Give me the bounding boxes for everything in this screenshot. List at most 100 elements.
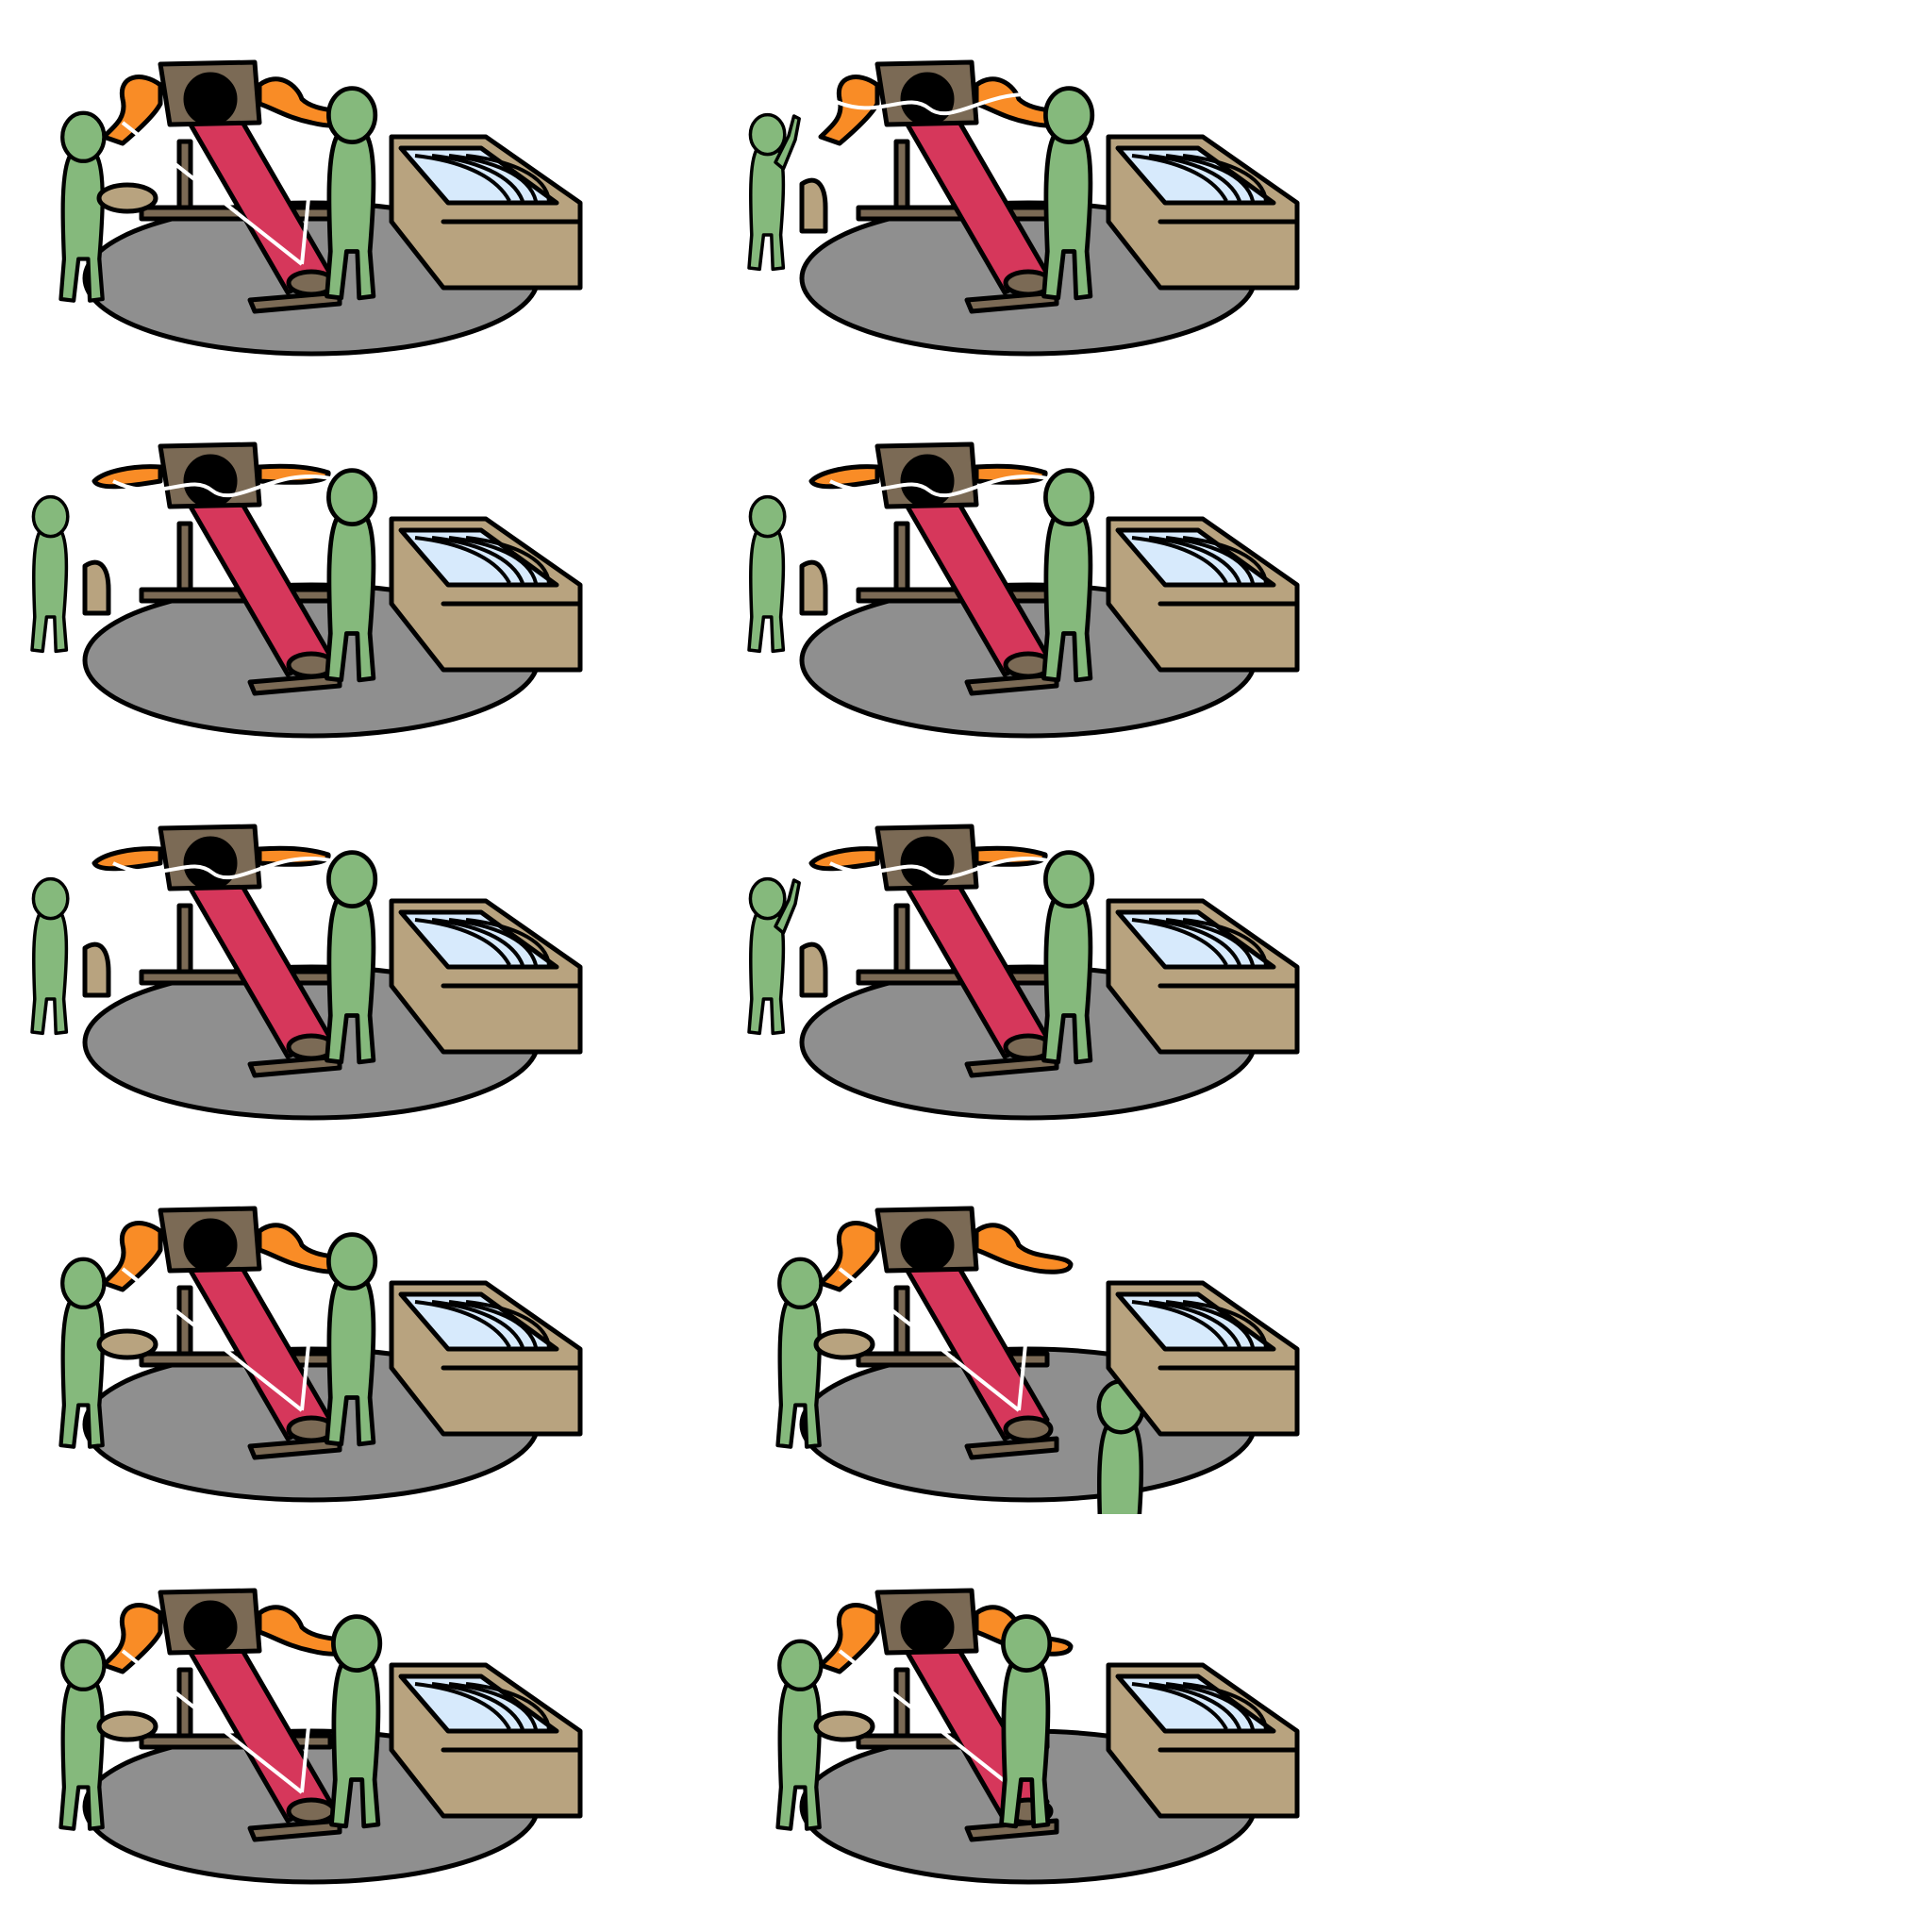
- crank-wheel: [96, 1328, 158, 1360]
- frame-post: [176, 1667, 193, 1739]
- worker-figure: [325, 468, 378, 683]
- brake-paddle: [82, 559, 111, 616]
- crossbar: [856, 587, 1050, 604]
- crate-blade-line: [465, 154, 551, 202]
- panel-1-art: [58, 59, 583, 357]
- panel-5: [28, 821, 745, 1132]
- barrel-mouth: [900, 836, 955, 891]
- worker-body: [1094, 1423, 1144, 1583]
- worker-head: [60, 110, 107, 163]
- crate-blade-line: [414, 1300, 511, 1348]
- worker-body: [1041, 514, 1093, 683]
- right-arm: [974, 845, 1048, 867]
- worker-figure: [775, 1639, 824, 1831]
- panel-6-art: [747, 824, 1300, 1121]
- barrel-mouth: [183, 454, 238, 508]
- spin-rope: [829, 92, 1048, 116]
- panel-8-art: [775, 1206, 1300, 1583]
- right-arm: [974, 1223, 1074, 1274]
- crate-blade-line: [414, 918, 511, 966]
- panel-4-art: [747, 441, 1300, 739]
- worker-figure: [30, 494, 70, 654]
- worker-body: [747, 911, 786, 1036]
- crate-blade-line: [431, 1300, 525, 1348]
- crate-blade-line: [1165, 918, 1255, 966]
- worker-figure: [1041, 86, 1095, 301]
- worker-body: [747, 529, 786, 654]
- frame-post: [893, 1285, 910, 1357]
- panel-3: [28, 439, 745, 750]
- worker-body: [1041, 132, 1093, 301]
- crate-blade-line: [1165, 154, 1255, 202]
- barrel-foot: [286, 1797, 337, 1825]
- crate-blade-line: [1165, 1300, 1255, 1348]
- crate-blade-line: [1148, 1682, 1241, 1730]
- panel-2-art: [747, 59, 1300, 357]
- crank-wheel: [813, 1328, 875, 1360]
- panel-6: [745, 821, 1462, 1132]
- worker-head: [331, 1614, 383, 1673]
- crank-wheel: [96, 182, 158, 214]
- frame-post: [176, 903, 193, 974]
- crate-blade-line: [448, 1682, 538, 1730]
- crate-blade-line: [1131, 918, 1228, 966]
- panel-9-art: [58, 1588, 583, 1885]
- barrel-mouth: [900, 1600, 955, 1655]
- worker-figure: [747, 112, 801, 272]
- worker-figure: [747, 494, 787, 654]
- panel-2: [745, 57, 1462, 368]
- spin-rope: [829, 475, 1048, 498]
- panel-7: [28, 1203, 745, 1514]
- barrel-mouth: [900, 72, 955, 126]
- panel-7-art: [58, 1206, 583, 1503]
- crate-blade-line: [1131, 1682, 1228, 1730]
- crate-blade-line: [448, 154, 538, 202]
- right-arm: [257, 463, 331, 485]
- brake-paddle: [82, 941, 111, 998]
- crate-blade-line: [1182, 536, 1268, 584]
- frame-post: [176, 139, 193, 210]
- worker-figure: [58, 1257, 107, 1449]
- worker-head: [777, 1639, 824, 1691]
- panel-4: [745, 439, 1462, 750]
- crate-blade-line: [1148, 918, 1241, 966]
- worker-body: [775, 1298, 822, 1449]
- crate-blade-line: [1182, 1682, 1268, 1730]
- barrel-foot: [1003, 1415, 1054, 1443]
- worker-body: [775, 1680, 822, 1831]
- tether-rope: [121, 1649, 313, 1794]
- raised-arm: [774, 114, 801, 171]
- panel-5-art: [30, 824, 583, 1121]
- worker-head: [1043, 850, 1095, 908]
- worker-figure: [747, 876, 801, 1036]
- worker-head: [748, 112, 787, 157]
- right-arm: [974, 463, 1048, 485]
- left-arm: [818, 75, 880, 146]
- crate-blade-line: [431, 1682, 525, 1730]
- frame-post: [893, 1667, 910, 1739]
- panel-10-art: [775, 1588, 1300, 1885]
- crate-blade-line: [1182, 1300, 1268, 1348]
- barrel-mouth: [183, 1218, 238, 1273]
- worker-figure: [325, 1232, 378, 1447]
- worker-figure: [329, 1614, 383, 1829]
- worker-head: [748, 494, 787, 539]
- crate-blade-line: [1131, 1300, 1228, 1348]
- worker-body: [999, 1660, 1051, 1829]
- crate-blade-line: [1148, 536, 1241, 584]
- crate-blade-line: [465, 536, 551, 584]
- worker-head: [60, 1257, 107, 1309]
- worker-body: [325, 1278, 376, 1447]
- crossbar: [139, 969, 333, 986]
- crate-blade-line: [448, 536, 538, 584]
- spin-rope: [829, 857, 1048, 880]
- worker-head: [326, 850, 378, 908]
- crate-blade-line: [465, 1682, 551, 1730]
- panel-8: [745, 1203, 1462, 1583]
- worker-head: [748, 876, 787, 921]
- tether-rope: [121, 121, 313, 266]
- worker-head: [777, 1257, 824, 1309]
- worker-figure: [999, 1614, 1053, 1829]
- worker-figure: [775, 1257, 824, 1449]
- crate-blade-line: [414, 1682, 511, 1730]
